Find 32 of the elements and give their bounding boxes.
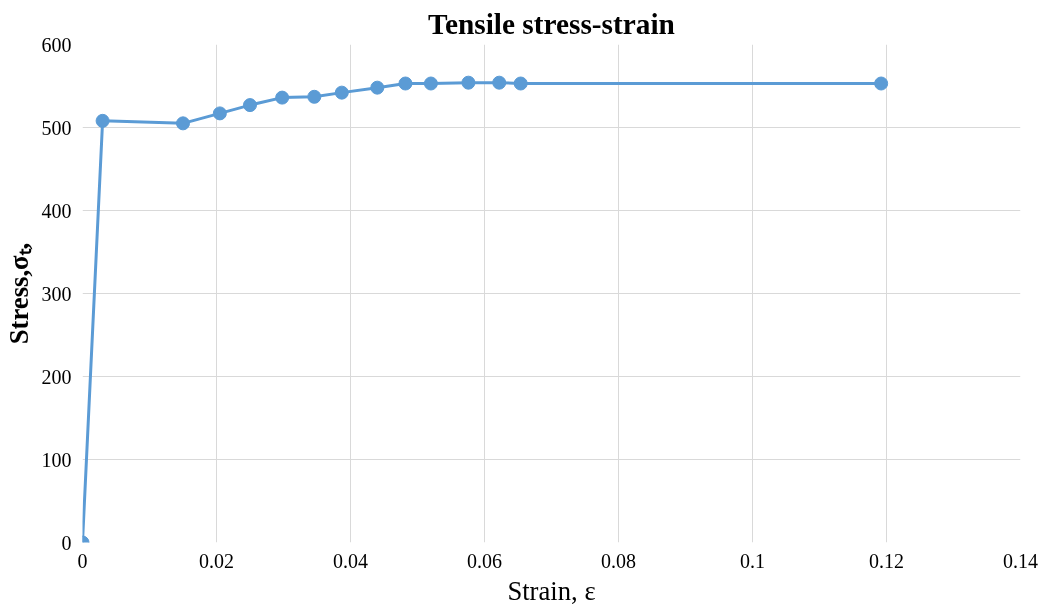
point xyxy=(461,75,476,90)
point xyxy=(398,76,413,91)
chart-title: Tensile stress-strain xyxy=(428,7,675,40)
point xyxy=(275,90,290,105)
point xyxy=(176,116,190,131)
point xyxy=(307,89,322,104)
x-axis-title: Strain, ε xyxy=(507,575,596,606)
y-tick-label: 600 xyxy=(41,33,72,56)
point xyxy=(95,113,110,128)
point xyxy=(423,76,438,91)
point xyxy=(212,106,227,121)
y-axis-title: Stress,σₜ, xyxy=(3,242,34,345)
y-tick-label: 500 xyxy=(41,116,72,139)
point xyxy=(874,76,889,91)
x-tick-label: 0.02 xyxy=(199,549,234,572)
point xyxy=(370,80,385,95)
x-tick-label: 0.1 xyxy=(740,549,765,572)
y-tick-label: 0 xyxy=(61,531,72,554)
y-tick-label: 100 xyxy=(41,448,72,471)
point xyxy=(334,85,349,100)
x-tick-label: 0.04 xyxy=(333,549,368,572)
point xyxy=(243,98,257,113)
y-tick-label: 300 xyxy=(41,282,72,305)
y-tick-label: 200 xyxy=(41,365,72,388)
point xyxy=(513,76,528,91)
x-tick-label: 0 xyxy=(77,549,88,572)
point xyxy=(492,75,507,90)
x-tick-label: 0.12 xyxy=(869,549,904,572)
y-tick-label: 400 xyxy=(41,199,72,222)
x-tick-label: 0.08 xyxy=(601,549,636,572)
x-tick-label: 0.06 xyxy=(467,549,502,572)
x-tick-label: 0.14 xyxy=(1003,549,1038,572)
